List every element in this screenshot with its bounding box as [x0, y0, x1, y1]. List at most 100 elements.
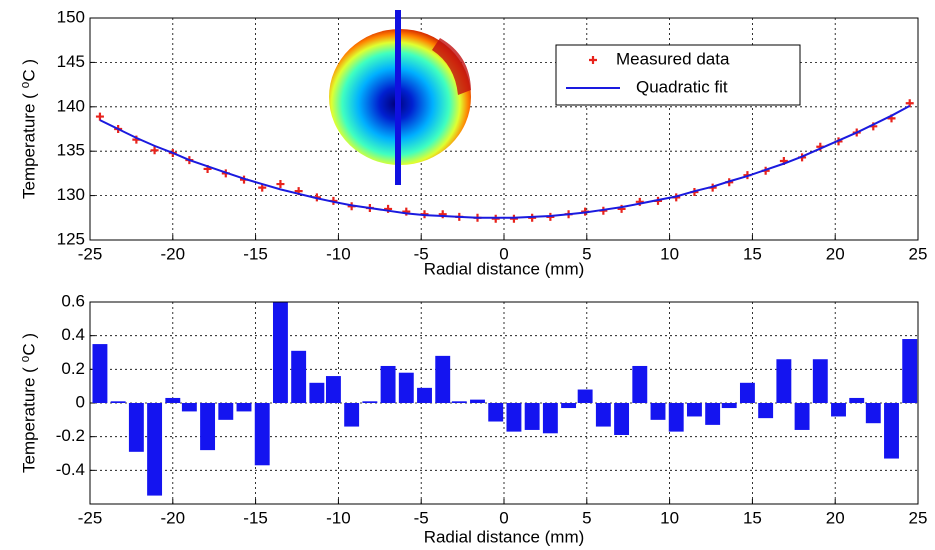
bar: [417, 387, 432, 403]
bar: [686, 403, 702, 417]
bar: [506, 403, 522, 432]
x-tick-label: 15: [743, 244, 762, 263]
bar: [325, 376, 341, 403]
bar: [92, 344, 108, 403]
x-tick-label: -15: [243, 244, 268, 263]
bar: [398, 372, 414, 403]
y-tick-label: 135: [57, 141, 85, 160]
bar: [650, 403, 666, 420]
x-tick-label: -15: [243, 508, 268, 527]
bar: [794, 403, 810, 430]
bar: [128, 403, 144, 452]
hot-region: [432, 38, 471, 95]
bar: [542, 403, 558, 434]
bar: [165, 397, 181, 403]
bar: [884, 403, 899, 459]
x-axis-title: Radial distance (mm): [424, 259, 585, 278]
y-tick-label: 140: [57, 96, 85, 115]
x-tick-label: 10: [660, 244, 679, 263]
profile-line: [395, 10, 401, 185]
axes-frame: [89, 301, 919, 505]
y-tick-label: 0.6: [61, 291, 85, 310]
x-tick-label: 5: [582, 244, 591, 263]
y-tick-label: 130: [57, 185, 85, 204]
y-tick-label: -0.4: [56, 460, 85, 479]
bar: [451, 401, 467, 403]
x-tick-label: -5: [414, 508, 429, 527]
bar: [705, 403, 721, 425]
legend-label: Measured data: [616, 49, 730, 68]
x-tick-label: -5: [414, 244, 429, 263]
x-tick-label: 10: [660, 508, 679, 527]
bar: [758, 403, 774, 419]
y-tick-label: 150: [57, 7, 85, 26]
bar: [849, 397, 865, 403]
bar: [561, 403, 577, 409]
bar: [435, 355, 451, 403]
data-point: [276, 180, 285, 189]
x-tick-label: -25: [78, 508, 103, 527]
y-axis-title: Temperature ( ⁰C ): [19, 333, 38, 473]
y-tick-label: 0.4: [61, 325, 85, 344]
x-tick-label: 20: [826, 244, 845, 263]
bar: [721, 403, 737, 409]
bar: [380, 365, 396, 403]
x-tick-label: 0: [499, 508, 508, 527]
legend-box: [555, 44, 801, 106]
bar: [577, 389, 593, 403]
thermal-inset: [329, 10, 471, 185]
legend-label: Quadratic fit: [636, 77, 728, 96]
bar: [902, 339, 918, 403]
x-axis-title: Radial distance (mm): [424, 527, 585, 546]
x-tick-label: -10: [326, 508, 351, 527]
bar: [236, 403, 252, 412]
bar: [831, 403, 846, 417]
bar: [110, 401, 126, 403]
bar: [739, 382, 755, 403]
x-tick-label: 25: [909, 244, 928, 263]
bar: [344, 403, 360, 427]
bar: [595, 403, 611, 427]
x-tick-label: 0: [499, 244, 508, 263]
y-tick-label: -0.2: [56, 426, 85, 445]
bar: [524, 403, 540, 430]
bar: [865, 403, 881, 424]
plots: -25 -20 -15 -10 -5 0 5 10 15 20 25 125 130 135 140 145 1…: [19, 7, 927, 546]
x-tick-label: 15: [743, 508, 762, 527]
y-tick-label: 145: [57, 52, 85, 71]
bar: [254, 403, 270, 466]
y-axis-title: Temperature ( ⁰C ): [19, 59, 38, 199]
legend: Measured data Quadratic fit: [555, 44, 801, 106]
x-tick-label: 20: [826, 508, 845, 527]
legend-swatch: [589, 56, 597, 64]
data-point: [95, 112, 104, 121]
x-tick-label: -20: [161, 508, 186, 527]
x-tick-label: -20: [161, 244, 186, 263]
bar: [614, 403, 630, 435]
x-tick-label: 5: [582, 508, 591, 527]
y-tick-label: 0.2: [61, 359, 85, 378]
bar: [272, 302, 288, 403]
bar: [632, 365, 648, 403]
bar: [200, 403, 216, 451]
bar: [309, 382, 325, 403]
x-tick-label: -25: [78, 244, 103, 263]
x-tick-label: -10: [326, 244, 351, 263]
fit-line: [99, 105, 911, 219]
y-tick-label: 0: [76, 392, 85, 411]
bar: [668, 403, 684, 432]
x-tick-label: 25: [909, 508, 928, 527]
data-point: [150, 146, 159, 155]
bar: [181, 403, 197, 412]
axes-frame: [89, 17, 919, 241]
y-tick-label: 125: [57, 229, 85, 248]
bar: [147, 403, 163, 496]
bar: [776, 359, 792, 403]
bar: [218, 403, 234, 420]
bar: [812, 359, 828, 403]
bar: [470, 399, 485, 403]
bar: [362, 401, 378, 403]
bar: [291, 350, 307, 403]
